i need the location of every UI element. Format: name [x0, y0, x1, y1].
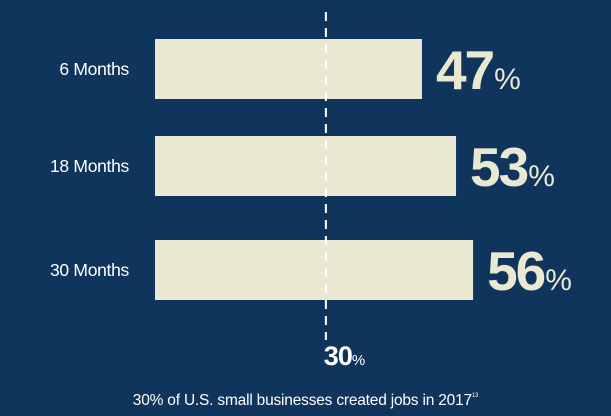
reference-value-suffix: %: [351, 352, 366, 369]
value-suffix: %: [545, 264, 572, 297]
category-label: 6 Months: [59, 59, 129, 79]
value-number: 56: [487, 240, 545, 302]
value-number: 47: [436, 39, 494, 101]
reference-value-label: 30%: [39, 341, 611, 372]
bar-18-months: [155, 136, 457, 196]
reference-value: 30: [323, 341, 353, 371]
footnote-marker: 13: [471, 393, 479, 399]
value-suffix: %: [494, 63, 521, 96]
bar-30-months: [155, 240, 474, 300]
value-number: 53: [470, 136, 528, 198]
reference-description-text: 30% of U.S. small businesses created job…: [132, 392, 472, 409]
bars-layer: [155, 39, 474, 300]
value-label: 53%: [470, 136, 555, 198]
reference-description: 30% of U.S. small businesses created job…: [0, 386, 611, 411]
value-suffix: %: [528, 160, 555, 193]
category-label: 18 Months: [50, 156, 130, 176]
bar-6-months: [155, 39, 422, 99]
labels-layer: 6 Months 47% 18 Months 53% 30 Months 56%: [50, 39, 572, 302]
value-label: 47%: [436, 39, 521, 101]
value-label: 56%: [487, 240, 572, 302]
category-label: 30 Months: [50, 260, 130, 280]
